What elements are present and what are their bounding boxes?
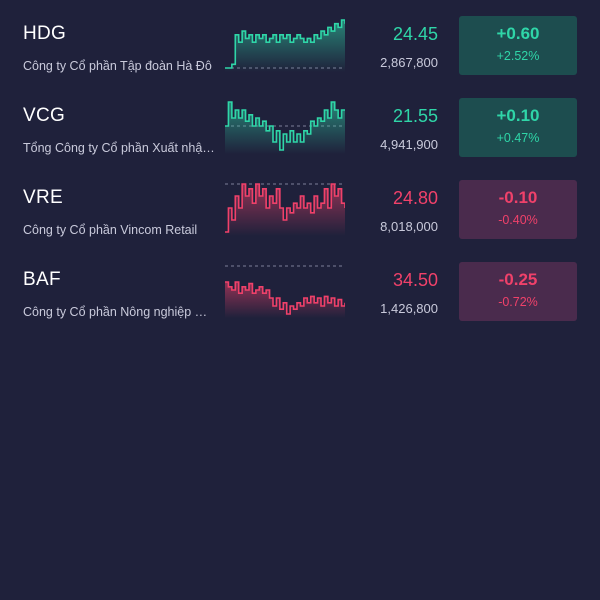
company-name: Công ty Cổ phần Tập đoàn Hà Đô [23,59,212,73]
sparkline-line [225,281,345,315]
company-name: Tổng Công ty Cổ phần Xuất nhập khẩu và X… [23,141,215,155]
trading-volume: 1,426,800 [380,301,438,316]
stock-row-vcg[interactable]: VCG Tổng Công ty Cổ phần Xuất nhập khẩu v… [0,82,600,164]
price-change: +0.10 [496,106,540,125]
change-badge[interactable]: -0.10 -0.40% [459,180,577,239]
percent-change: +0.47% [496,131,540,145]
last-price: 34.50 [392,270,438,290]
price-change: -0.10 [498,188,538,207]
price-change: -0.25 [498,270,538,289]
trading-volume: 4,941,900 [380,137,438,152]
percent-change: -0.40% [498,213,538,227]
percent-change: +2.52% [496,49,540,63]
sparkline-chart [225,265,345,318]
last-price: 24.80 [392,188,438,208]
price-change: +0.60 [496,24,540,43]
sparkline-area [225,102,345,154]
stock-ticker: VRE [23,187,63,208]
stock-ticker: HDG [23,23,67,44]
stock-ticker: BAF [23,269,61,290]
change-badge[interactable]: +0.60 +2.52% [459,16,577,75]
percent-change: -0.72% [498,295,538,309]
sparkline-chart [225,183,345,236]
sparkline-chart [225,101,345,154]
trading-volume: 2,867,800 [380,55,438,70]
sparkline-area [225,184,345,236]
last-price: 21.55 [392,106,438,126]
change-badge[interactable]: -0.25 -0.72% [459,262,577,321]
trading-volume: 8,018,000 [380,219,438,234]
company-name: Công ty Cổ phần Vincom Retail [23,223,198,237]
stock-row-vre[interactable]: VRE Công ty Cổ phần Vincom Retail 24.80 8,0… [0,164,600,246]
stock-ticker: VCG [23,105,66,126]
company-name: Công ty Cổ phần Nông nghiệp BAF Việt Nam [23,305,215,319]
stock-row-baf[interactable]: BAF Công ty Cổ phần Nông nghiệp BAF Việt … [0,246,600,328]
last-price: 24.45 [392,24,438,44]
sparkline-line [225,19,345,69]
change-badge[interactable]: +0.10 +0.47% [459,98,577,157]
sparkline-area [225,20,345,72]
stock-row-hdg[interactable]: HDG Công ty Cổ phần Tập đoàn Hà Đô 24.45 2,… [0,0,600,82]
sparkline-line [225,101,345,151]
sparkline-chart [225,19,345,72]
sparkline-area [225,282,345,318]
sparkline-line [225,183,345,233]
